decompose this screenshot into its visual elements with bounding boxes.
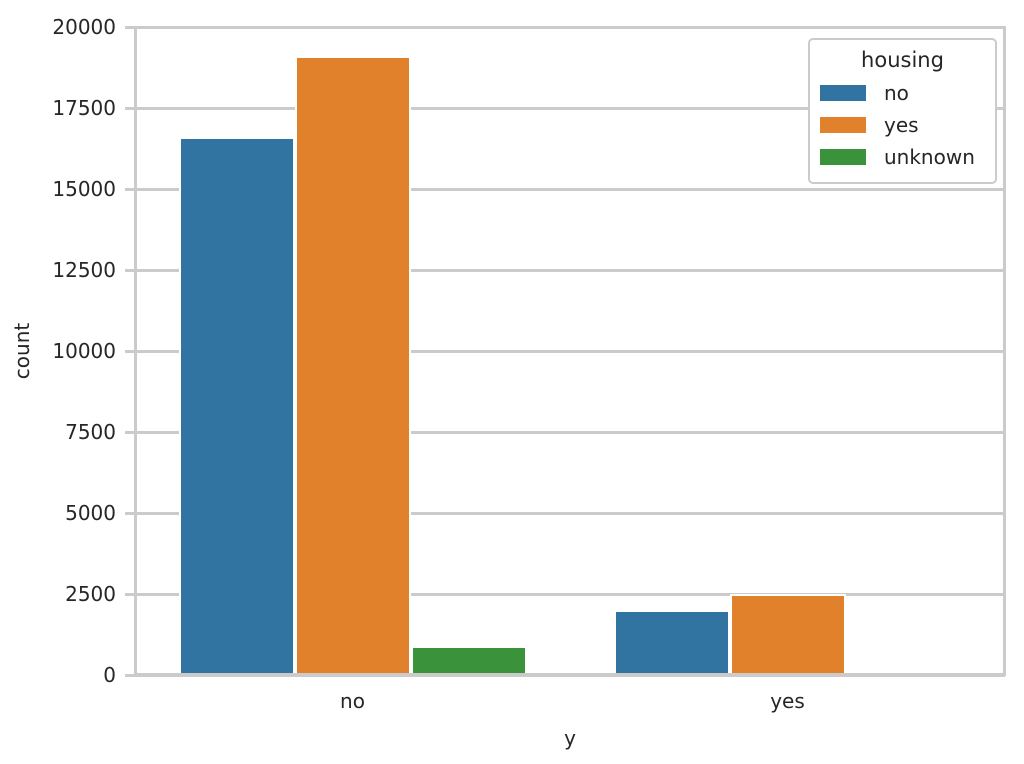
y-tick-mark [125,187,135,191]
gridline [135,592,1005,596]
y-axis-tick-labels: 0 2500 5000 7500 10000 12500 15000 17500 20000 [0,15,116,687]
y-tick-label: 5000 [65,501,116,525]
bar-yes-unknown [845,671,962,675]
y-tick-mark [125,592,135,596]
legend-items: no yes unknown [820,77,985,173]
y-tick-label: 15000 [52,177,116,201]
y-tick-label: 0 [103,663,116,687]
y-tick-mark [125,430,135,434]
legend-item-yes: yes [820,109,985,141]
gridline [135,430,1005,434]
bar-no-unknown [410,645,527,675]
y-tick-mark [125,673,135,677]
gridline [135,511,1005,515]
gridline [135,106,1005,110]
bar-no-no [178,137,295,675]
legend-label: yes [884,113,919,137]
legend-label: no [884,81,909,105]
gridline [135,268,1005,272]
gridline [135,187,1005,191]
y-tick-mark [125,25,135,29]
legend-label: unknown [884,145,975,169]
y-tick-label: 10000 [52,339,116,363]
legend-title: housing [861,48,944,72]
y-tick-label: 2500 [65,582,116,606]
y-tick-label: 12500 [52,258,116,282]
x-tick-label: yes [770,689,805,713]
y-tick-label: 7500 [65,420,116,444]
x-axis-label: y [564,726,576,750]
x-axis-tick-labels: no yes [135,687,1005,717]
y-tick-label: 20000 [52,15,116,39]
y-tick-mark [125,511,135,515]
legend-swatch-unknown [820,149,866,165]
bar-yes-no [613,610,730,675]
legend-swatch-yes [820,117,866,133]
bar-yes-yes [729,594,846,675]
legend: housing no yes unknown [808,38,997,184]
gridline [135,25,1005,29]
bar-no-yes [294,56,411,675]
gridline [135,349,1005,353]
legend-item-unknown: unknown [820,141,985,173]
x-tick-label: no [340,689,365,713]
y-tick-mark [125,106,135,110]
y-tick-mark [125,349,135,353]
y-tick-mark [125,268,135,272]
legend-item-no: no [820,77,985,109]
y-tick-label: 17500 [52,96,116,120]
legend-swatch-no [820,85,866,101]
